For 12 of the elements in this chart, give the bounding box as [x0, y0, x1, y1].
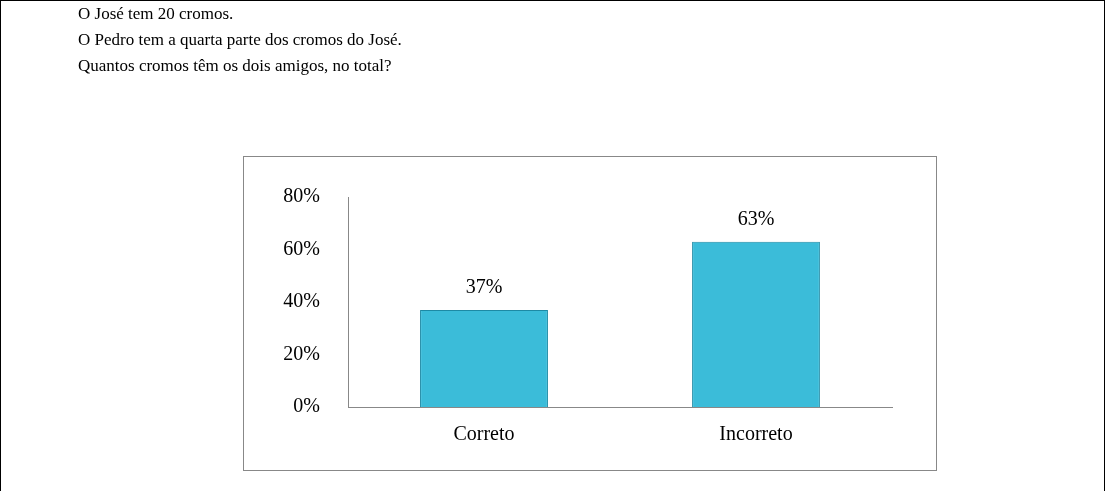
y-tick-label: 40% [283, 289, 320, 312]
x-tick-label: Correto [453, 422, 515, 445]
text: O Pedro tem a quarta parte dos cromos do José. [78, 29, 402, 51]
y-tick-label: 20% [283, 341, 320, 364]
y-tick-label: 60% [283, 236, 320, 259]
data-label: 63% [737, 206, 775, 229]
y-tick-label: 0% [293, 394, 320, 417]
y-tick-label: 80% [283, 184, 320, 207]
text: O José tem 20 cromos. [78, 3, 235, 25]
data-label: 37% [465, 275, 503, 298]
text: Quantos cromos têm os dois amigos, no total? [78, 55, 393, 77]
x-tick-label: Incorreto [719, 422, 793, 445]
